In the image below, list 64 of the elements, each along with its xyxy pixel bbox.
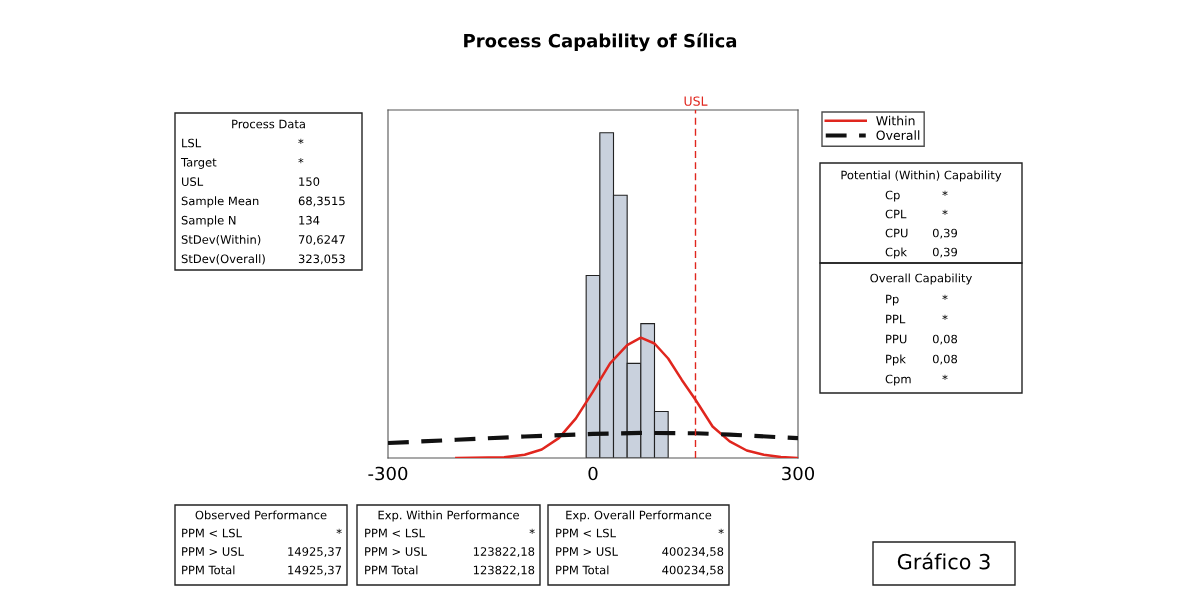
text: Sample Mean	[181, 196, 259, 208]
text: 123822,18	[473, 547, 535, 558]
text: *	[298, 157, 304, 164]
text: Cp	[885, 190, 900, 202]
text: Process Data	[232, 119, 305, 129]
text: 68,3515	[298, 196, 345, 207]
text: PPM > USL	[182, 547, 244, 556]
text: 134	[299, 215, 320, 225]
text: Ppk	[886, 354, 906, 366]
x-tick-label: 300	[782, 466, 815, 481]
legend-label: Overall	[876, 130, 920, 141]
text: Exp. Overall Performance	[566, 510, 712, 522]
text: *	[529, 528, 535, 534]
text: Pp	[886, 294, 899, 306]
text: CPU	[885, 228, 908, 238]
text: *	[942, 374, 948, 380]
text: PPL	[886, 314, 906, 324]
text: PPM < LSL	[182, 528, 242, 538]
ref-line-label: USL	[684, 96, 708, 106]
text: Cpm	[885, 374, 911, 386]
text: 14925,37	[288, 565, 342, 576]
text: *	[942, 209, 948, 215]
text: Observed Performance	[195, 510, 327, 520]
text: 70,6247	[298, 235, 345, 246]
text: 150	[299, 177, 320, 186]
text: 400234,58	[662, 565, 724, 576]
text: Potential (Within) Capability	[841, 170, 1002, 182]
text: Sample N	[181, 215, 236, 227]
chart-title: Process Capability of Sílica	[464, 32, 737, 52]
text: PPM < LSL	[365, 528, 425, 538]
text: 0,08	[932, 334, 958, 345]
text: *	[942, 314, 948, 320]
text: 123822,18	[473, 565, 535, 576]
text: 323,053	[298, 254, 345, 265]
text: StDev(Overall)	[181, 254, 265, 265]
text: PPM Total	[365, 565, 418, 575]
text: LSL	[182, 138, 202, 148]
text: 400234,58	[662, 547, 724, 558]
text: PPM > USL	[556, 547, 618, 556]
x-tick-label: -300	[368, 466, 408, 481]
text: Overall Capability	[870, 273, 972, 285]
text: PPM > USL	[365, 547, 427, 556]
text: PPU	[886, 334, 907, 344]
text: *	[942, 294, 948, 300]
text: 0,08	[932, 354, 958, 365]
text: StDev(Within)	[181, 234, 261, 246]
legend-label: Within	[876, 115, 915, 126]
text: PPM < LSL	[556, 528, 616, 538]
text: Gráfico 3	[897, 552, 990, 570]
text: *	[336, 528, 342, 534]
x-tick-label: 0	[588, 466, 598, 481]
text: USL	[182, 177, 204, 186]
text: 0,39	[932, 228, 958, 239]
text: Exp. Within Performance	[378, 510, 519, 522]
text: *	[718, 528, 724, 534]
text: 14925,37	[288, 547, 342, 558]
text: 0,39	[932, 247, 958, 258]
text: Target	[180, 158, 217, 169]
text: *	[298, 138, 304, 144]
text: Cpk	[885, 247, 908, 259]
text: PPM Total	[556, 565, 609, 575]
text: PPM Total	[182, 565, 235, 575]
text: *	[942, 190, 948, 196]
text: CPL	[885, 209, 907, 219]
